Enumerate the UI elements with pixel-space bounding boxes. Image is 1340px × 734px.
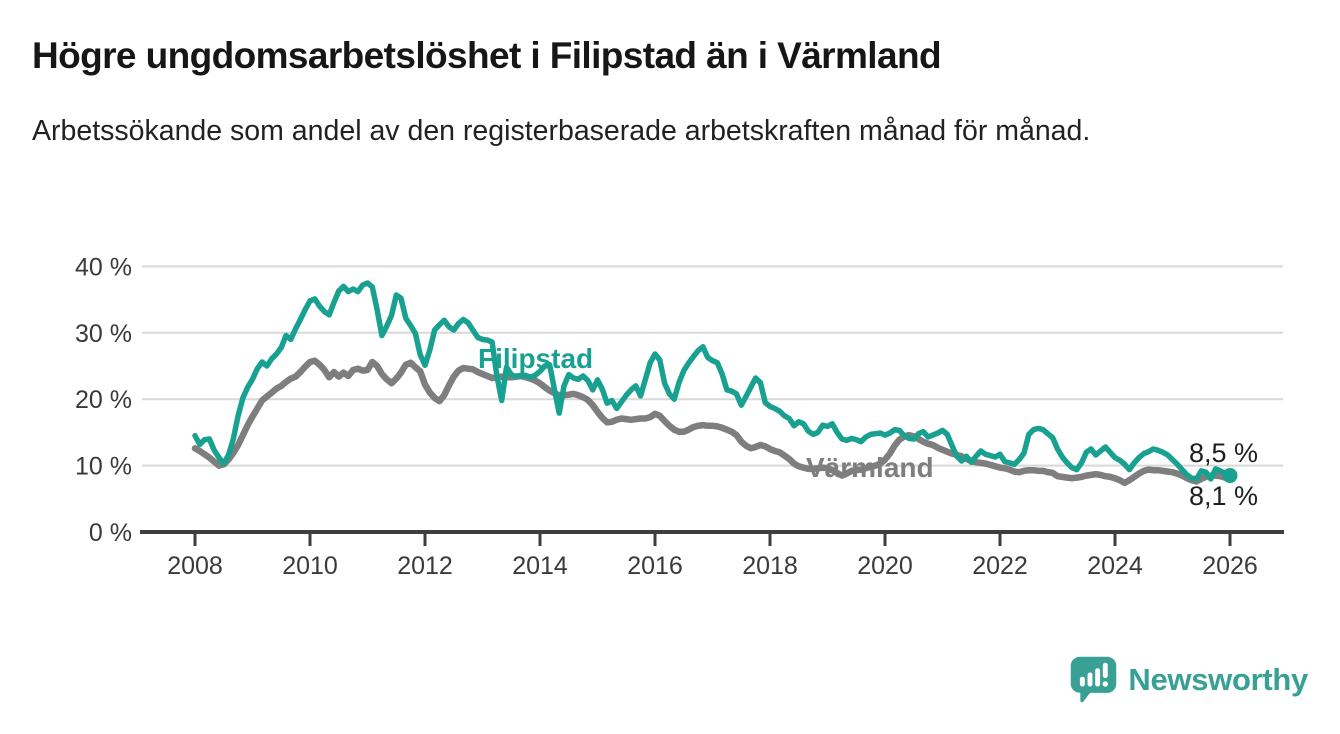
y-tick-label: 10 % <box>75 453 132 481</box>
x-tick-label: 2016 <box>627 552 683 580</box>
series-end-dot <box>1222 468 1238 484</box>
newsworthy-logo-icon <box>1071 656 1117 703</box>
series-label-filipstad: Filipstad <box>478 343 593 374</box>
newsworthy-logo: Newsworthy <box>1068 655 1308 704</box>
newsworthy-logo-text: Newsworthy <box>1128 661 1308 697</box>
series-line-filipstad <box>192 280 1233 482</box>
y-tick-label: 20 % <box>75 386 132 414</box>
series-label-värmland: Värmland <box>806 452 934 483</box>
series-end-label: 8,5 % <box>1189 438 1258 468</box>
series-line-värmland <box>191 357 1234 487</box>
page-title: Högre ungdomsarbetslöshet i Filipstad än… <box>32 35 942 76</box>
x-tick-label: 2010 <box>282 552 338 580</box>
x-tick-label: 2014 <box>512 552 568 580</box>
y-tick-label: 30 % <box>75 320 132 348</box>
x-tick-label: 2026 <box>1202 552 1258 580</box>
chart-header: Högre ungdomsarbetslöshet i Filipstad än… <box>32 0 1312 153</box>
x-tick-label: 2018 <box>742 552 798 580</box>
x-tick-label: 2008 <box>167 552 223 580</box>
x-tick-label: 2012 <box>397 552 453 580</box>
x-tick-label: 2024 <box>1087 552 1143 580</box>
x-tick-label: 2022 <box>972 552 1028 580</box>
series-end-label: 8,1 % <box>1189 481 1258 511</box>
chart-subtitle: Arbetssökande som andel av den registerb… <box>32 114 1091 147</box>
x-tick-label: 2020 <box>857 552 913 580</box>
y-tick-label: 0 % <box>89 519 132 547</box>
y-tick-label: 40 % <box>75 253 132 281</box>
